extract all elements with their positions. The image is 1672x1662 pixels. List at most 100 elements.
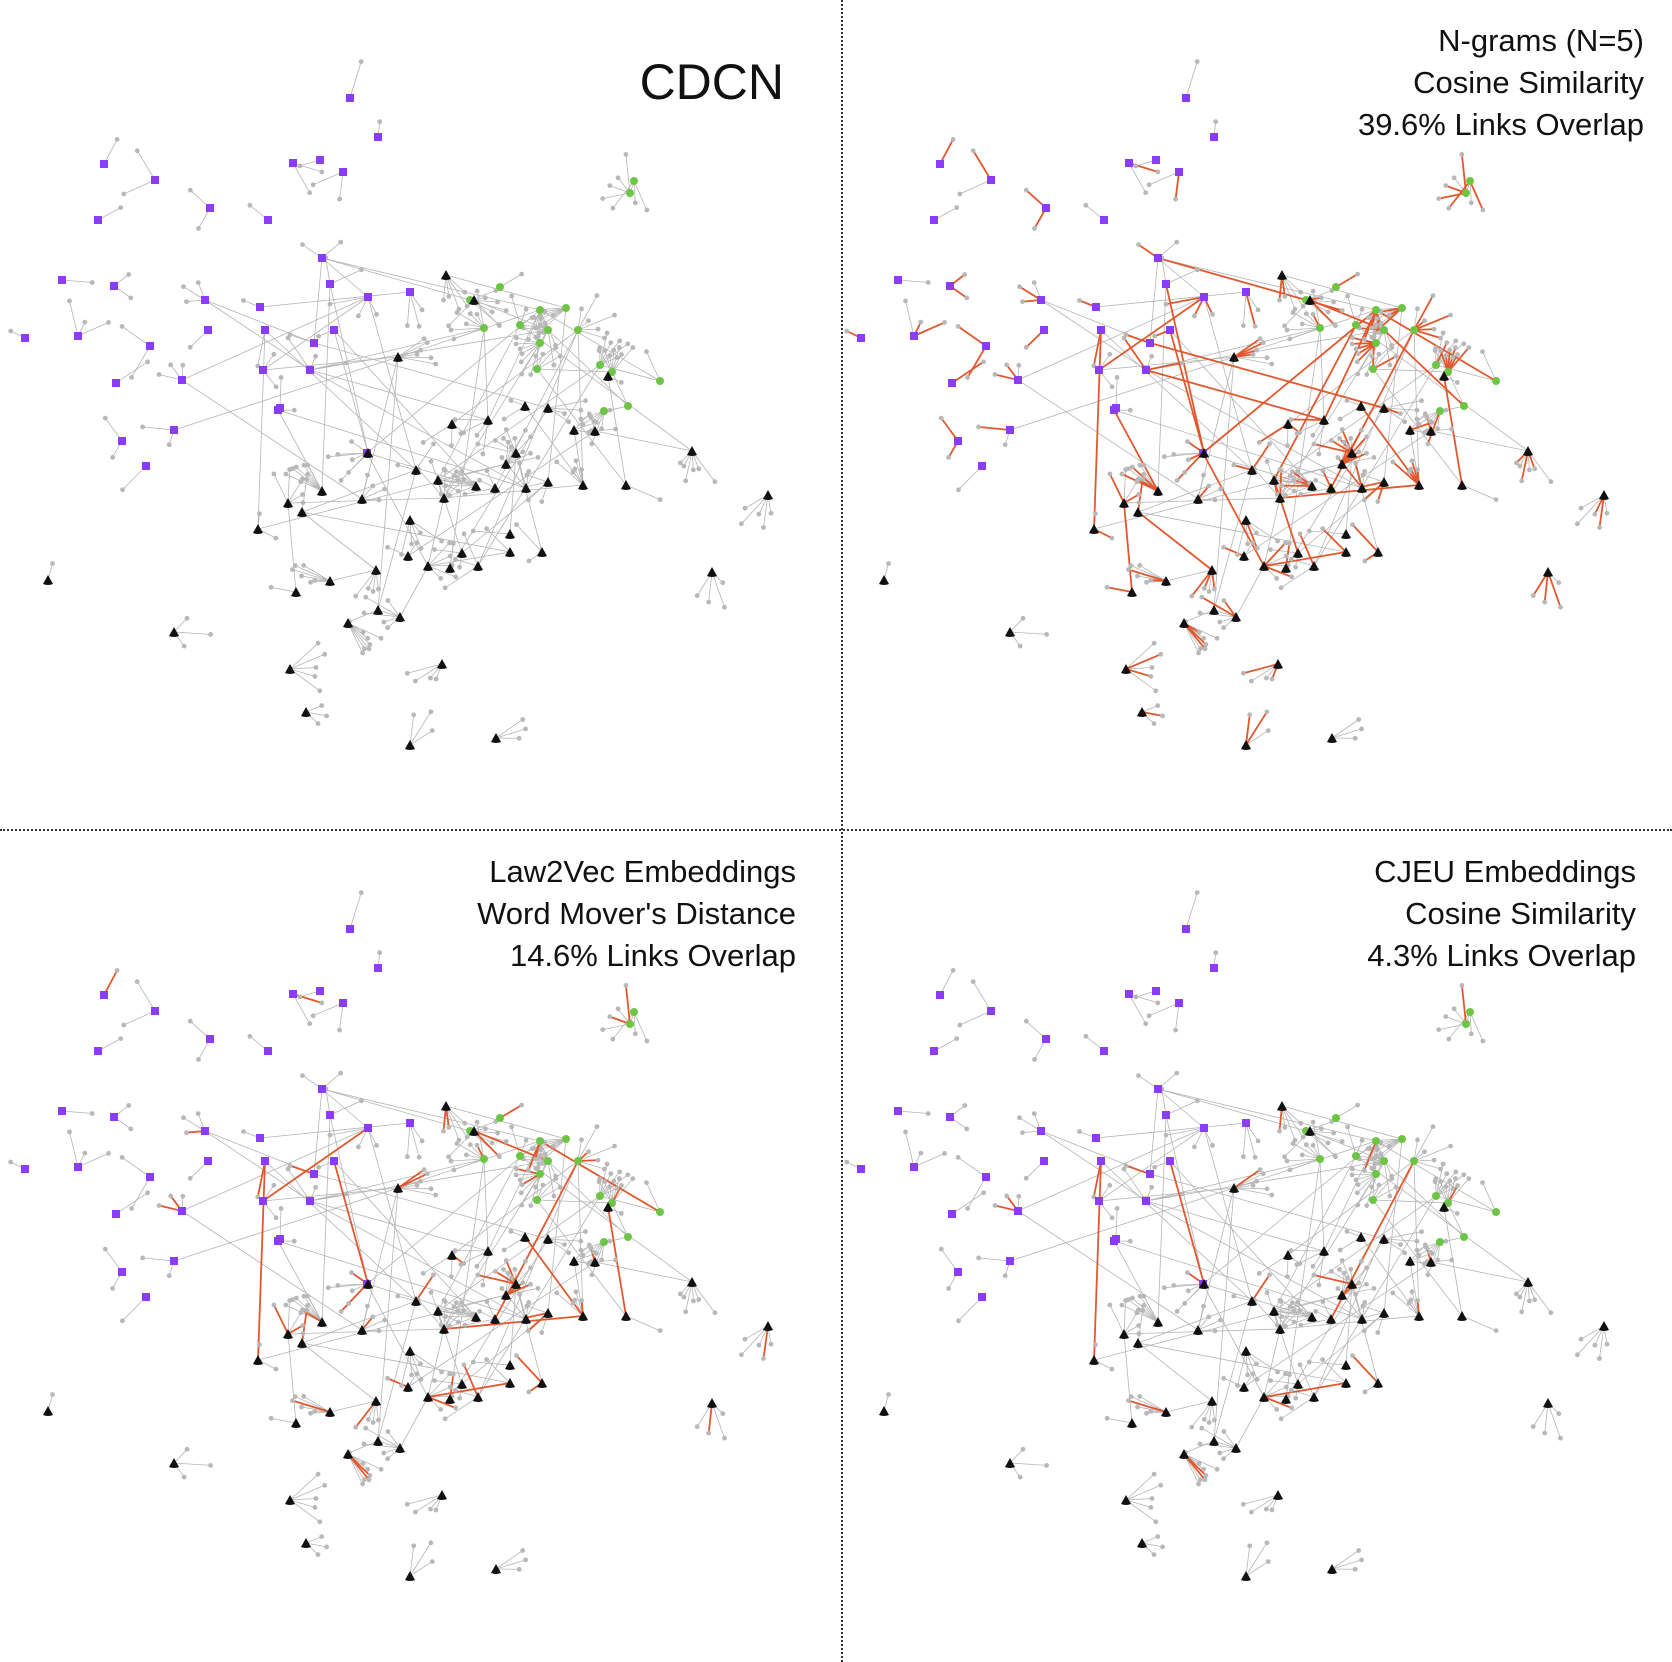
leaf-node [1264,1540,1270,1546]
purple-square-node [1014,1207,1022,1215]
leaf-node [604,330,610,336]
edge [526,474,549,483]
black-triangle-node [1209,1436,1219,1446]
leaf-node [1288,417,1294,422]
leaf-node [1023,1018,1029,1024]
edge [123,1010,156,1026]
edge [510,400,526,407]
leaf-node [1425,1272,1431,1278]
overlap-edge [1543,571,1549,603]
edge [1341,457,1375,465]
overlap-edge [1223,599,1237,618]
black-triangle-node [490,1314,500,1324]
black-triangle-node [1309,561,1319,571]
leaf-node [1415,467,1420,472]
overlap-edge [1375,309,1497,382]
leaf-node [1300,303,1306,309]
leaf-node [429,728,435,733]
overlap-edge [473,1130,501,1158]
leaf-node [428,355,434,361]
purple-square-node [74,332,82,340]
black-triangle-node [1247,465,1257,475]
leaf-node [363,594,369,600]
leaf-node [1408,466,1414,472]
leaf-node [1198,646,1203,652]
leaf-node [301,563,307,568]
leaf-node [1121,335,1127,341]
edge [409,714,415,746]
leaf-node [1114,1206,1120,1211]
leaf-node [293,1295,299,1301]
leaf-node [625,341,631,347]
leaf-node [1264,1290,1270,1295]
leaf-node [322,1482,328,1488]
overlap-edge [1383,329,1465,407]
edge [69,1131,79,1168]
edge [287,1333,297,1424]
leaf-node [1375,1330,1381,1335]
purple-square-node [316,156,324,164]
green-circle-node [656,1208,664,1216]
edge [1243,291,1247,326]
leaf-node [1422,318,1427,324]
edge [448,1130,475,1158]
leaf-node [1278,468,1284,473]
purple-square-node [1162,280,1170,288]
node-layer [8,890,774,1581]
leaf-node [1354,1190,1360,1196]
overlap-edge [1141,711,1163,717]
leaf-node [1004,362,1010,368]
leaf-node [1356,1280,1362,1286]
edge [1157,1088,1307,1132]
green-circle-node [1380,1157,1388,1165]
black-triangle-node [1283,1250,1293,1260]
purple-square-node [206,1035,214,1043]
leaf-node [607,1238,613,1244]
edge [427,565,456,578]
leaf-node [644,349,649,354]
leaf-node [1331,299,1336,305]
edge [292,162,311,193]
leaf-node [1362,469,1368,474]
edge [1273,1155,1357,1312]
edge [443,468,477,487]
leaf-node [82,319,88,325]
leaf-node [503,1139,509,1144]
edge [1357,1173,1377,1206]
overlap-edge [939,138,954,165]
leaf-node [1185,1288,1191,1294]
leaf-node [1303,1142,1309,1148]
node-layer [844,59,1610,750]
leaf-node [1140,1307,1146,1313]
edge [477,1160,579,1398]
edge [476,1122,485,1160]
edge [1377,1138,1403,1141]
leaf-node [414,1371,420,1377]
leaf-node [308,1410,313,1416]
leaf-node [1438,348,1443,353]
leaf-node [128,295,134,301]
edge [1312,1122,1321,1160]
leaf-node [1269,361,1275,367]
leaf-node [1144,1410,1149,1416]
leaf-node [1455,352,1460,357]
leaf-node [1148,674,1154,679]
leaf-node [619,352,624,357]
black-triangle-node [411,1296,421,1306]
overlap-edge [1341,436,1368,465]
edge [1341,1283,1367,1296]
black-triangle-node [473,561,483,571]
edge [407,291,411,326]
black-triangle-node [441,1101,451,1111]
leaf-node [1161,454,1167,460]
leaf-node [474,1263,480,1269]
edge [1199,1443,1237,1449]
leaf-node [385,1456,390,1462]
leaf-node [1480,207,1486,213]
leaf-node [1310,1263,1316,1269]
purple-square-node [264,1047,272,1055]
black-triangle-node [405,1346,415,1356]
edge [1263,1386,1287,1398]
leaf-node [299,1404,304,1410]
leaf-node [1431,1157,1437,1163]
